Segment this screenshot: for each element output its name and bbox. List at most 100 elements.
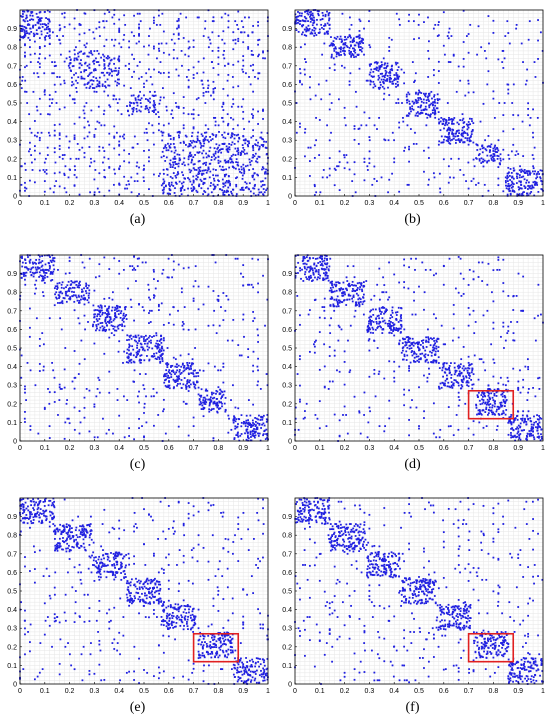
data-point <box>263 415 265 417</box>
data-point <box>158 346 160 348</box>
data-point <box>321 264 323 266</box>
data-point <box>178 264 180 266</box>
data-point <box>515 28 517 30</box>
data-point <box>252 156 254 158</box>
data-point <box>126 352 128 354</box>
data-point <box>178 137 180 139</box>
data-point <box>463 122 465 124</box>
data-point <box>242 65 244 67</box>
data-point <box>36 269 38 271</box>
data-point <box>118 30 120 32</box>
data-point <box>513 167 515 169</box>
data-point <box>167 169 169 171</box>
data-point <box>446 378 448 380</box>
data-point <box>135 341 137 343</box>
data-point <box>94 191 96 193</box>
data-point <box>30 54 32 56</box>
data-point <box>443 158 445 160</box>
data-point <box>336 299 338 301</box>
data-point <box>182 149 184 151</box>
data-point <box>482 151 484 153</box>
data-point <box>242 144 244 146</box>
data-point <box>145 106 147 108</box>
data-point <box>24 52 26 54</box>
data-point <box>433 69 435 71</box>
data-point <box>398 18 400 20</box>
data-point <box>395 83 397 85</box>
data-point <box>173 139 175 141</box>
data-point <box>342 13 344 15</box>
data-point <box>37 433 39 435</box>
data-point <box>174 187 176 189</box>
data-point <box>173 261 175 263</box>
data-point <box>68 177 70 179</box>
data-point <box>408 184 410 186</box>
data-point <box>143 177 145 179</box>
data-point <box>217 184 219 186</box>
data-point <box>301 269 303 271</box>
data-point <box>397 69 399 71</box>
data-point <box>426 346 428 348</box>
data-point <box>35 24 37 26</box>
data-point <box>390 329 392 331</box>
data-point <box>208 325 210 327</box>
data-point <box>222 382 224 384</box>
data-point <box>44 39 46 41</box>
data-point <box>56 102 58 104</box>
data-point <box>75 87 77 89</box>
data-point <box>426 117 428 119</box>
data-point <box>497 166 499 168</box>
data-point <box>136 173 138 175</box>
data-point <box>74 28 76 30</box>
data-point <box>220 161 222 163</box>
data-point <box>74 137 76 139</box>
data-point <box>169 314 171 316</box>
data-point <box>134 180 136 182</box>
data-point <box>162 87 164 89</box>
data-point <box>392 312 394 314</box>
data-point <box>179 132 181 134</box>
data-point <box>77 143 79 145</box>
data-point <box>213 117 215 119</box>
data-point <box>197 138 199 140</box>
data-point <box>238 168 240 170</box>
data-point <box>168 377 170 379</box>
data-point <box>162 132 164 134</box>
data-point <box>449 28 451 30</box>
data-point <box>341 65 343 67</box>
data-point <box>313 17 315 19</box>
data-point <box>262 118 264 120</box>
data-point <box>369 162 371 164</box>
data-point <box>383 93 385 95</box>
data-point <box>232 154 234 156</box>
data-point <box>367 329 369 331</box>
data-point <box>84 113 86 115</box>
data-point <box>252 433 254 435</box>
data-point <box>482 396 484 398</box>
data-point <box>54 61 56 63</box>
data-point <box>237 149 239 151</box>
data-point <box>54 391 56 393</box>
data-point <box>128 357 130 359</box>
data-point <box>168 182 170 184</box>
data-point <box>331 54 333 56</box>
data-point <box>78 282 80 284</box>
data-point <box>96 50 98 52</box>
data-point <box>336 290 338 292</box>
data-point <box>32 169 34 171</box>
data-point <box>180 366 182 368</box>
data-point <box>128 63 130 65</box>
data-point <box>442 382 444 384</box>
data-point <box>183 112 185 114</box>
data-point <box>422 342 424 344</box>
data-point <box>451 131 453 133</box>
data-point <box>349 80 351 82</box>
data-point <box>378 323 380 325</box>
data-point <box>123 134 125 136</box>
data-point <box>76 91 78 93</box>
data-point <box>96 315 98 317</box>
data-point <box>86 87 88 89</box>
data-point <box>96 80 98 82</box>
data-point <box>352 288 354 290</box>
data-point <box>121 325 123 327</box>
